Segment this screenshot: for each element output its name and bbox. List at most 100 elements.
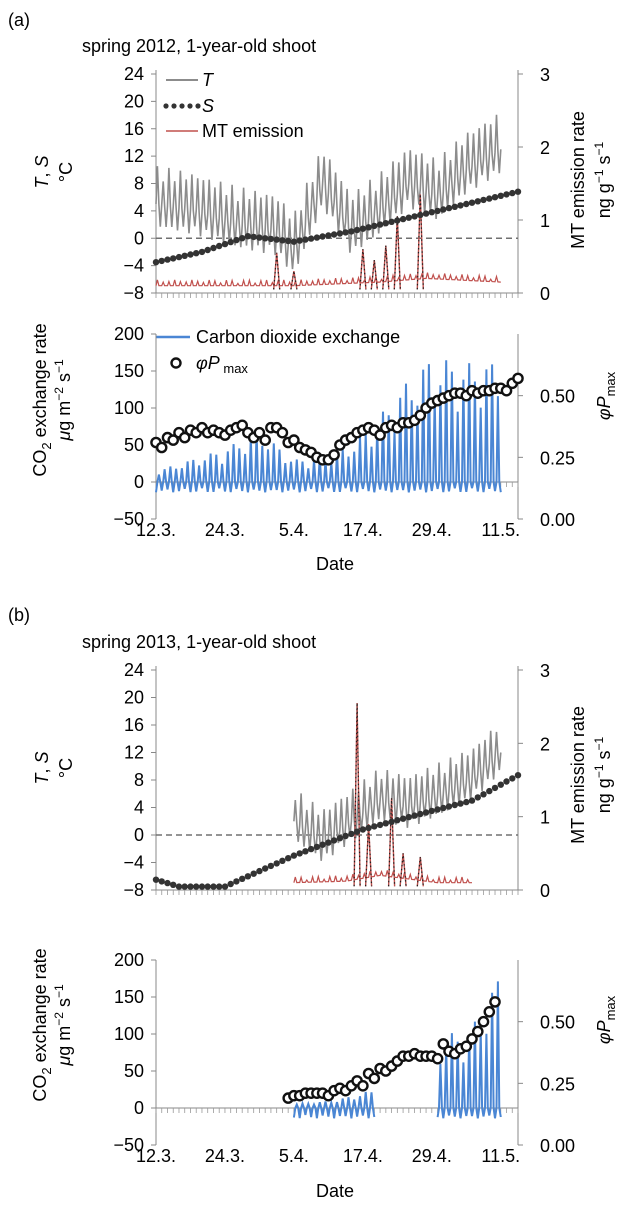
p1-s-point <box>480 791 487 798</box>
p1-s-point <box>514 772 522 779</box>
ylabel-bottom-left-a: CO2 exchange rate μg m−2 s−1 <box>30 323 74 476</box>
p1-s-point <box>486 787 493 795</box>
p0-bottom-left-tick-label: 50 <box>124 435 144 455</box>
p1-s-point <box>382 820 389 827</box>
svg-text:T, S: T, S <box>32 751 52 784</box>
p0-top-left-tick-label: −4 <box>123 256 144 276</box>
panel-label-b: (b) <box>8 605 30 625</box>
p0-top-left-tick-label: 0 <box>134 228 144 248</box>
p0-s-point <box>474 198 481 205</box>
p0-bottom-left-tick-label: 150 <box>114 361 144 381</box>
p0-s-point <box>175 253 183 261</box>
p0-s-point <box>336 230 344 237</box>
p0-s-point <box>325 232 332 239</box>
ylabel-top-right-a: MT emission rate ng g−1 s−1 <box>568 111 614 249</box>
p0-bottom-left-tick-label: 0 <box>134 472 144 492</box>
p0-bottom-right-tick-label: 0.25 <box>540 448 575 468</box>
p1-s-point <box>428 807 435 815</box>
p0-s-point <box>279 237 286 244</box>
p0-s-point <box>365 224 372 231</box>
p0-temperature-series <box>155 114 502 270</box>
p0-mt-emission-peak-dots <box>359 249 367 290</box>
p0-phi-pmax-point <box>259 434 272 446</box>
p0-top-left-tick-label: 12 <box>124 146 144 166</box>
p0-s-point <box>457 202 464 209</box>
chart-title-b: spring 2013, 1-year-old shoot <box>82 632 316 652</box>
ylabel-top-left-b: T, S °C <box>32 751 76 784</box>
p1-phi-pmax-point <box>431 1052 444 1065</box>
p1-s-point <box>434 806 441 813</box>
p0-phi-pmax-point <box>276 426 289 439</box>
p1-x-tick-label: 12.3. <box>136 1146 176 1166</box>
ylabel-bottom-left-b: CO2 exchange rate μg m−2 s−1 <box>30 948 74 1101</box>
p1-s-point <box>468 797 476 804</box>
p1-s-point <box>491 784 499 792</box>
chart-title-a: spring 2012, 1-year-old shoot <box>82 36 316 56</box>
legend-label-s: S <box>202 96 214 116</box>
p1-s-point <box>348 830 355 838</box>
p0-top-left-tick-label: 4 <box>134 201 144 221</box>
ylabel-top-right-b: MT emission rate ng g−1 s−1 <box>568 706 614 844</box>
p0-s-point <box>158 257 165 265</box>
legend-swatch-s <box>163 103 201 109</box>
p0-s-point <box>376 221 384 228</box>
p0-x-tick-label: 17.4. <box>343 520 383 540</box>
p1-top-right-tick-label: 0 <box>540 881 550 901</box>
svg-text:φPmax: φPmax <box>594 371 618 420</box>
p1-s-point <box>158 878 165 885</box>
plot-layer: 24201612840−4−83210200150100500−500.500.… <box>113 64 575 1166</box>
p1-s-point <box>244 873 252 880</box>
p1-s-point <box>399 815 407 822</box>
ylabel-bottom-right-a: φPmax <box>594 371 618 420</box>
p0-s-point <box>302 236 309 243</box>
p0-s-point <box>480 196 487 204</box>
p1-mt-emission-peak-dots <box>388 798 396 887</box>
p1-s-point <box>417 810 424 818</box>
p1-bottom-right-tick-label: 0.00 <box>540 1136 575 1156</box>
p0-s-point <box>210 244 217 252</box>
p0-phi-pmax-point <box>500 384 513 397</box>
p1-top-left-tick-label: 8 <box>134 770 144 790</box>
p1-bottom-left-tick-label: −50 <box>113 1135 144 1155</box>
p1-s-point <box>457 800 464 807</box>
p1-x-tick-label: 24.3. <box>205 1146 245 1166</box>
p1-phi-pmax-point <box>483 1006 496 1018</box>
p1-mt-emission-peak-dots <box>353 702 361 887</box>
p1-top-left-tick-label: 12 <box>124 743 144 763</box>
p0-x-tick-label: 12.3. <box>136 520 176 540</box>
p0-s-point <box>428 209 435 216</box>
legend-label-t: T <box>202 70 215 90</box>
p1-mt-emission-peak <box>353 702 361 887</box>
panel-label-a: (a) <box>8 10 30 30</box>
p0-s-point <box>509 189 516 197</box>
p1-s-point <box>164 879 171 887</box>
p0-mt-emission-peak-dots <box>393 216 401 290</box>
p0-phi-pmax-point <box>288 434 300 446</box>
p1-x-tick-label: 17.4. <box>343 1146 383 1166</box>
p0-bottom-right-tick-label: 0.00 <box>540 510 575 530</box>
p0-s-point <box>399 215 407 223</box>
p1-s-point <box>152 876 160 883</box>
p1-phi-pmax-point <box>489 996 501 1008</box>
svg-text:μg m−2 s−1: μg m−2 s−1 <box>52 359 74 442</box>
p1-s-point <box>250 870 257 877</box>
p0-s-point <box>422 210 430 217</box>
p1-x-tick-label: 29.4. <box>412 1146 452 1166</box>
p1-s-point <box>233 878 240 885</box>
p0-s-point <box>267 235 275 243</box>
p1-s-point <box>445 803 453 810</box>
p1-top-left-tick-label: 0 <box>134 825 144 845</box>
p0-s-point <box>348 228 355 235</box>
p1-s-point <box>210 883 217 890</box>
p0-s-point <box>491 194 499 201</box>
svg-text:ng g−1 s−1: ng g−1 s−1 <box>592 141 614 218</box>
legend-label-phi: φP max <box>196 353 248 376</box>
p0-x-tick-label: 29.4. <box>412 520 452 540</box>
svg-text:°C: °C <box>56 758 76 778</box>
p1-s-point <box>422 809 430 816</box>
p0-mt-emission-series <box>155 272 501 287</box>
p1-s-point <box>359 826 367 833</box>
p1-phi-pmax-point <box>477 1015 490 1028</box>
p1-phi-pmax-point <box>471 1025 484 1038</box>
p1-s-point <box>497 781 504 788</box>
